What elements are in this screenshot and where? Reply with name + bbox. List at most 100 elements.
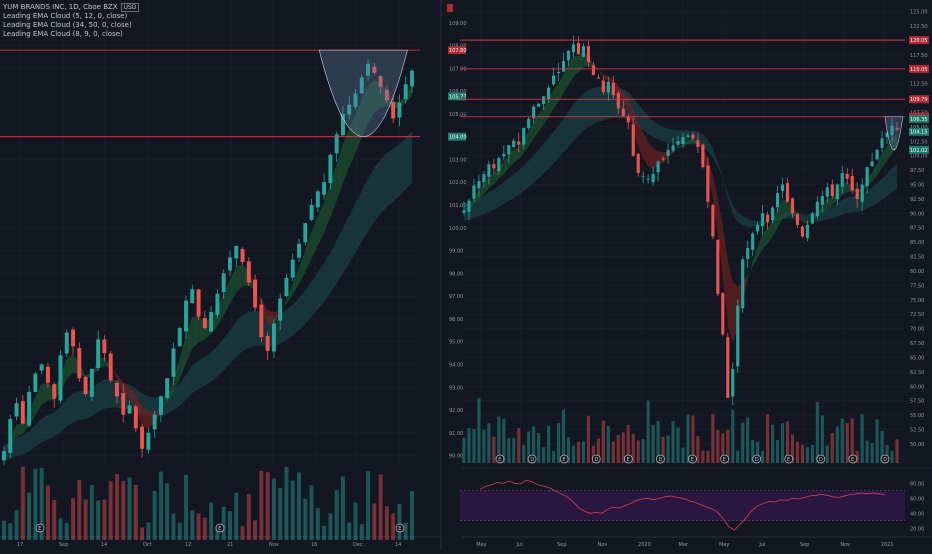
indicator-label[interactable]: Leading EMA Cloud (5, 12, 0, close) [3,12,128,20]
candle [736,305,740,367]
volume-bar [487,423,491,463]
candle [202,318,207,329]
volume-bar [71,498,76,540]
volume-bar [234,492,239,540]
candle [701,144,705,168]
candle [196,289,201,317]
ema-cloud-fast [822,198,828,213]
candle [209,312,214,332]
volume-bar [537,432,541,463]
volume-bar [146,522,151,540]
candle [581,46,586,57]
ema-cloud-fast [518,139,524,160]
ema-cloud-fast [727,260,733,343]
price-label-bg [448,92,466,101]
volume-bar [656,421,660,463]
symbol-title[interactable]: YUM BRANDS INC, 1D, Cboe BZX [3,3,118,11]
ema-cloud-fast [236,264,243,293]
volume-bar [462,437,466,463]
candle [711,205,715,237]
y-tick-label: 90.00 [910,211,924,217]
candle [671,145,675,151]
candle [265,335,270,351]
ema-cloud-fast [643,132,649,167]
volume-bar [397,503,402,540]
y-tick-label: 109.00 [449,21,467,27]
volume-bar [756,441,760,463]
event-marker [816,454,826,464]
candle [477,181,481,189]
volume-bar [165,483,170,540]
candle [512,140,516,148]
candle [815,201,819,217]
candle [522,127,526,145]
ema-cloud-fast [797,213,803,223]
volume-bar [586,415,590,463]
volume-bar [177,522,182,540]
ema-cloud-fast [361,85,369,138]
volume-bar [601,420,605,463]
price-label-bg [909,115,929,124]
volume-bar [477,398,481,463]
x-tick-label: 12 [185,542,191,548]
volume-bar [556,422,561,463]
volume-bar [726,429,730,463]
volume-bar [472,429,476,463]
y-tick-label: 87.50 [910,226,924,232]
volume-bar [641,439,645,463]
volume-bar [775,439,780,463]
candle [542,96,546,105]
candle [45,366,50,383]
volume-bar [403,522,408,540]
x-tick-label: 21 [227,542,233,548]
ema-cloud-fast [772,209,778,237]
volume-bar [542,447,546,463]
volume-bar [790,434,795,463]
y-tick-label: 97.00 [449,294,463,300]
volume-bar [706,450,710,463]
indicator-label[interactable]: Leading EMA Cloud (34, 50, 0, close) [3,21,132,29]
candle [676,141,680,145]
volume-bar [96,500,101,540]
ema-cloud-fast [678,143,683,149]
volume-bar [322,525,327,540]
candle [766,214,770,222]
event-marker-label: E [38,526,41,532]
ema-cloud-fast [523,131,529,153]
cup-pattern [884,116,904,151]
ema-cloud-fast [538,107,544,132]
candle [140,426,145,449]
volume-bar [115,473,119,540]
candle [397,102,402,118]
indicator-label[interactable]: Leading EMA Cloud (8, 9, 0, close) [3,30,123,38]
volume-bar [780,423,785,463]
candle [636,153,640,173]
volume-bar [840,418,844,463]
volume-bar [611,441,615,463]
candle [691,134,695,139]
candle [27,391,32,426]
price-label: 120.05 [910,38,928,44]
ema-cloud-fast [473,191,479,204]
candle [410,70,414,87]
candle [259,304,264,338]
event-marker [623,454,633,464]
candle [552,75,556,85]
currency-badge: USD [120,3,140,12]
volume-bar [391,513,396,540]
event-marker [495,454,505,464]
volume-bar [184,474,189,540]
candle [726,337,730,398]
volume-bar [591,445,595,463]
volume-bar [736,450,740,463]
volume-bar [571,445,576,463]
volume-bar [552,450,556,463]
price-label: 107.80 [449,48,467,54]
volume-bar [190,510,195,540]
event-marker [527,454,537,464]
ema-cloud-fast [882,145,888,168]
candle [234,246,239,259]
candle [315,191,320,208]
